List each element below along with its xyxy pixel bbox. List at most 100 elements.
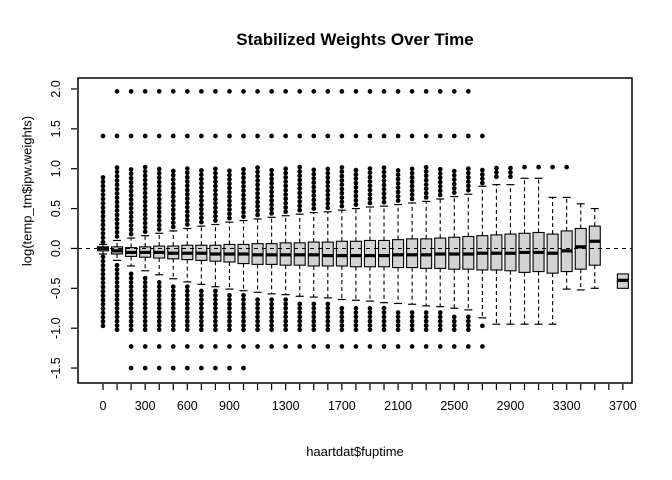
outlier-dot <box>339 195 345 200</box>
outlier-dot <box>283 192 289 197</box>
outlier-dot <box>381 327 387 333</box>
outlier-dot <box>269 344 274 349</box>
outlier-dot <box>381 89 387 94</box>
outlier-dot <box>395 318 401 324</box>
outlier-dot <box>199 219 204 225</box>
y-tick-label: 0.0 <box>49 240 63 257</box>
outlier-dot <box>156 196 162 202</box>
outlier-dot <box>325 196 331 202</box>
outlier-dot <box>114 173 120 179</box>
outlier-dot <box>423 318 429 324</box>
outlier-dot <box>170 297 176 302</box>
outlier-dot <box>409 310 415 315</box>
outlier-dot <box>353 172 359 177</box>
outlier-dot <box>311 197 317 203</box>
outlier-dot <box>128 171 134 177</box>
outlier-dot <box>297 164 303 170</box>
outlier-dot <box>494 165 499 171</box>
outlier-dot <box>269 185 274 190</box>
outlier-dot <box>241 133 246 139</box>
outlier-dot <box>213 288 218 294</box>
outlier-dot <box>423 323 429 328</box>
outlier-dot <box>339 323 345 328</box>
outlier-dot <box>114 195 120 201</box>
outlier-dot <box>213 179 218 185</box>
outlier-dot <box>142 194 148 200</box>
outlier-dot <box>156 284 162 290</box>
outlier-dot <box>241 192 246 198</box>
outlier-dot <box>199 176 204 182</box>
outlier-dot <box>184 133 190 139</box>
outlier-dot <box>142 297 148 302</box>
outlier-dot <box>100 239 106 245</box>
outlier-dot <box>199 189 204 195</box>
outlier-dot <box>465 344 471 349</box>
outlier-dot <box>100 293 106 298</box>
outlier-dot <box>128 188 134 194</box>
outlier-dot <box>367 174 373 180</box>
outlier-dot <box>311 206 317 211</box>
outlier-dot <box>269 202 274 208</box>
outlier-dot <box>100 188 106 193</box>
outlier-dot <box>381 186 387 192</box>
outlier-dot <box>184 288 190 294</box>
outlier-dot <box>100 297 106 303</box>
outlier-dot <box>100 183 106 189</box>
outlier-dot <box>184 89 190 94</box>
outlier-dot <box>423 173 429 179</box>
outlier-dot <box>128 365 134 371</box>
x-tick-label: 2500 <box>440 399 468 413</box>
outlier-dot <box>255 178 260 183</box>
outlier-dot <box>227 301 232 307</box>
outlier-dot <box>100 235 106 241</box>
outlier-dot <box>170 327 176 333</box>
outlier-dot <box>213 200 218 206</box>
outlier-dot <box>114 225 120 231</box>
outlier-dot <box>451 173 457 178</box>
outlier-dot <box>199 288 204 294</box>
outlier-dot <box>297 314 303 320</box>
outlier-dot <box>170 181 176 187</box>
outlier-dot <box>100 133 106 139</box>
outlier-dot <box>170 305 176 311</box>
outlier-dot <box>480 180 485 186</box>
outlier-dot <box>451 89 457 94</box>
outlier-dot <box>437 314 443 320</box>
outlier-dot <box>241 292 246 298</box>
outlier-dot <box>170 301 176 307</box>
outlier-dot <box>423 314 429 320</box>
outlier-dot <box>213 318 218 324</box>
outlier-dot <box>437 344 443 349</box>
outlier-dot <box>381 165 387 171</box>
outlier-dot <box>409 170 415 176</box>
outlier-dot <box>114 191 120 196</box>
outlier-dot <box>128 227 134 233</box>
outlier-dot <box>381 182 387 188</box>
outlier-dot <box>227 314 232 320</box>
outlier-dot <box>269 176 274 182</box>
outlier-dot <box>170 190 176 195</box>
outlier-dot <box>451 185 457 191</box>
outlier-dot <box>381 310 387 315</box>
outlier-dot <box>241 89 246 94</box>
outlier-dot <box>409 89 415 94</box>
outlier-dot <box>170 198 176 204</box>
outlier-dot <box>156 179 162 185</box>
outlier-dot <box>437 327 443 333</box>
outlier-dot <box>255 89 260 94</box>
outlier-dot <box>142 310 148 315</box>
outlier-dot <box>184 217 190 223</box>
outlier-dot <box>114 267 120 272</box>
outlier-dot <box>213 310 218 315</box>
outlier-dot <box>283 205 289 210</box>
outlier-dot <box>409 179 415 185</box>
outlier-dot <box>325 89 331 94</box>
outlier-dot <box>353 89 359 94</box>
outlier-dot <box>114 310 120 315</box>
outlier-dot <box>283 209 289 215</box>
outlier-dot <box>480 172 485 177</box>
outlier-dot <box>409 133 415 139</box>
outlier-dot <box>395 176 401 182</box>
outlier-dot <box>213 192 218 198</box>
outlier-dot <box>325 170 331 176</box>
